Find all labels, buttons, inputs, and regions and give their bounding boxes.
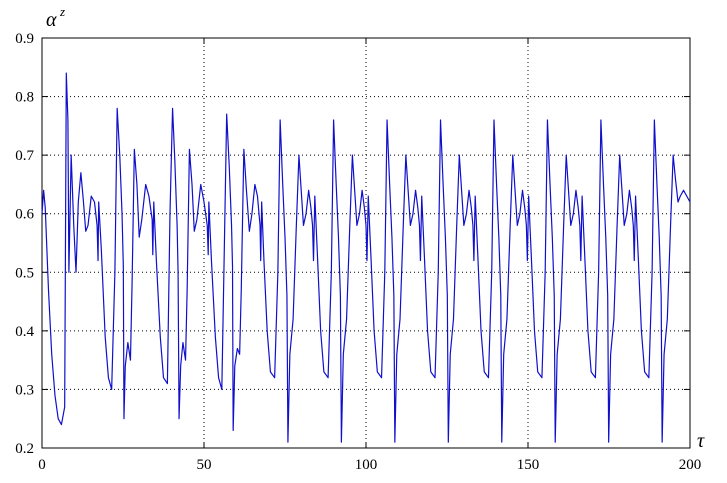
ticks xyxy=(41,37,691,449)
y-tick-label: 0.3 xyxy=(15,382,34,398)
y-tick-label: 0.7 xyxy=(15,148,34,164)
series-line xyxy=(41,72,691,443)
x-axis-label: τ xyxy=(697,430,705,452)
x-tick-label: 50 xyxy=(197,457,212,473)
tick-labels: 0 50 100 150 200 0.9 0.8 0.7 0.6 0.5 0.4 0.3 0.2 xyxy=(15,31,701,473)
x-tick-label: 150 xyxy=(517,457,540,473)
y-axis-label: α xyxy=(46,9,57,31)
series-layer xyxy=(41,72,691,443)
y-tick-label: 0.5 xyxy=(15,265,34,281)
y-tick-label: 0.9 xyxy=(15,31,34,47)
x-tick-label: 100 xyxy=(355,457,378,473)
y-tick-label: 0.6 xyxy=(15,207,34,223)
y-tick-label: 0.4 xyxy=(15,324,34,340)
y-axis-label-superscript: z xyxy=(59,4,65,19)
y-tick-label: 0.2 xyxy=(15,441,34,457)
x-tick-label: 0 xyxy=(38,457,46,473)
y-tick-label: 0.8 xyxy=(15,90,34,106)
x-tick-label: 200 xyxy=(679,457,702,473)
